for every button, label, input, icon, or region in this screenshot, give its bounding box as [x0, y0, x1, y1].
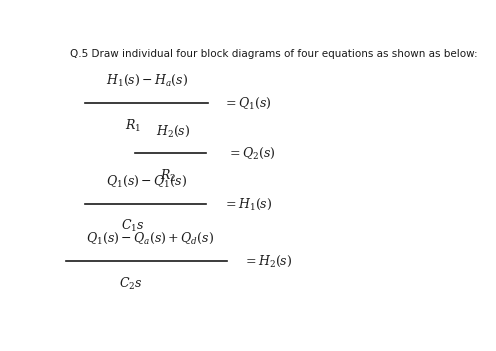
Text: $= H_1(s)$: $= H_1(s)$ — [223, 197, 273, 212]
Text: $Q_1(s)-Q_a(s)+Q_d(s)$: $Q_1(s)-Q_a(s)+Q_d(s)$ — [86, 231, 214, 246]
Text: $C_2 s$: $C_2 s$ — [120, 276, 143, 292]
Text: $R_1$: $R_1$ — [125, 118, 141, 134]
Text: $Q_1(s)-Q_1(s)$: $Q_1(s)-Q_1(s)$ — [106, 174, 187, 190]
Text: $= H_2(s)$: $= H_2(s)$ — [243, 253, 292, 269]
Text: $= Q_2(s)$: $= Q_2(s)$ — [227, 145, 276, 160]
Text: $C_1 s$: $C_1 s$ — [122, 218, 145, 234]
Text: $R_2$: $R_2$ — [160, 168, 176, 184]
Text: $H_1(s)-H_a(s)$: $H_1(s)-H_a(s)$ — [106, 73, 187, 88]
Text: $= Q_1(s)$: $= Q_1(s)$ — [223, 95, 272, 111]
Text: Q.5 Draw individual four block diagrams of four equations as shown as below:: Q.5 Draw individual four block diagrams … — [69, 49, 477, 59]
Text: $H_2(s)$: $H_2(s)$ — [156, 124, 190, 139]
